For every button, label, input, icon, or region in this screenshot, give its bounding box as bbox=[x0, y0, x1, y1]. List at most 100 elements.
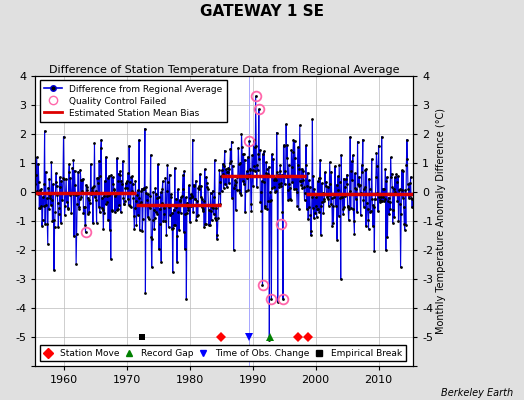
Point bbox=[129, 212, 138, 219]
Point bbox=[79, 210, 88, 216]
Point bbox=[157, 189, 165, 196]
Point bbox=[180, 168, 189, 174]
Point bbox=[36, 187, 44, 194]
Point bbox=[141, 126, 149, 132]
Point bbox=[395, 187, 403, 193]
Point bbox=[321, 182, 330, 189]
Point bbox=[265, 337, 274, 343]
Point bbox=[136, 198, 145, 205]
Point bbox=[113, 155, 121, 161]
Point bbox=[37, 202, 45, 209]
Point bbox=[59, 175, 67, 181]
Point bbox=[184, 206, 193, 213]
Point bbox=[384, 194, 392, 201]
Point bbox=[353, 138, 362, 145]
Point bbox=[154, 161, 162, 168]
Point bbox=[139, 186, 147, 192]
Point bbox=[329, 203, 337, 209]
Point bbox=[86, 161, 95, 167]
Point bbox=[300, 184, 308, 190]
Point bbox=[38, 216, 47, 223]
Point bbox=[391, 189, 399, 196]
Point bbox=[66, 192, 74, 198]
Point bbox=[75, 196, 84, 202]
Point bbox=[400, 221, 408, 228]
Point bbox=[354, 183, 363, 189]
Point bbox=[294, 144, 302, 150]
Point bbox=[47, 202, 55, 208]
Point bbox=[376, 194, 385, 200]
Point bbox=[90, 183, 98, 189]
Point bbox=[334, 212, 343, 219]
Point bbox=[390, 174, 399, 180]
Point bbox=[291, 186, 300, 192]
Point bbox=[402, 162, 411, 168]
Point bbox=[318, 198, 326, 205]
Point bbox=[173, 258, 181, 265]
Point bbox=[149, 188, 158, 195]
Point bbox=[361, 167, 369, 173]
Point bbox=[248, 166, 257, 173]
Point bbox=[35, 205, 43, 212]
Point bbox=[182, 296, 191, 302]
Point bbox=[228, 162, 237, 169]
Point bbox=[351, 185, 359, 191]
Point bbox=[283, 142, 291, 149]
Point bbox=[202, 174, 211, 180]
Point bbox=[64, 206, 72, 212]
Point bbox=[150, 226, 159, 232]
Point bbox=[53, 192, 61, 199]
Point bbox=[264, 197, 272, 204]
Point bbox=[257, 189, 265, 195]
Point bbox=[196, 171, 204, 177]
Point bbox=[409, 196, 417, 202]
Point bbox=[128, 181, 137, 188]
Point bbox=[153, 194, 161, 201]
Point bbox=[36, 205, 45, 212]
Point bbox=[123, 196, 132, 202]
Point bbox=[93, 175, 101, 181]
Point bbox=[398, 194, 407, 201]
Point bbox=[303, 183, 311, 189]
Point bbox=[365, 186, 374, 192]
Point bbox=[263, 206, 271, 212]
Point bbox=[61, 203, 69, 210]
Point bbox=[407, 174, 415, 180]
Point bbox=[326, 181, 334, 187]
Point bbox=[281, 168, 289, 174]
Point bbox=[278, 209, 287, 215]
Point bbox=[365, 176, 373, 182]
Point bbox=[155, 246, 163, 252]
Point bbox=[398, 187, 406, 194]
Point bbox=[127, 188, 136, 194]
Point bbox=[217, 173, 225, 180]
Point bbox=[339, 211, 347, 217]
Point bbox=[72, 261, 80, 268]
Point bbox=[275, 184, 283, 190]
Point bbox=[69, 157, 78, 163]
Point bbox=[246, 166, 255, 172]
Point bbox=[355, 182, 364, 188]
Point bbox=[261, 170, 270, 176]
Point bbox=[350, 231, 358, 237]
Point bbox=[335, 162, 343, 168]
Point bbox=[344, 217, 353, 223]
Point bbox=[374, 142, 383, 149]
Point bbox=[195, 183, 204, 189]
Point bbox=[310, 215, 318, 222]
Point bbox=[195, 186, 203, 192]
Point bbox=[338, 194, 346, 200]
Point bbox=[370, 196, 379, 202]
Point bbox=[237, 191, 245, 198]
Point bbox=[185, 182, 193, 188]
Point bbox=[117, 190, 126, 196]
Point bbox=[328, 223, 336, 230]
Point bbox=[385, 211, 393, 218]
Point bbox=[114, 206, 122, 213]
Point bbox=[330, 191, 339, 197]
Point bbox=[266, 198, 274, 204]
Point bbox=[199, 208, 207, 214]
Point bbox=[296, 122, 304, 128]
Point bbox=[137, 186, 146, 192]
Point bbox=[64, 168, 73, 175]
